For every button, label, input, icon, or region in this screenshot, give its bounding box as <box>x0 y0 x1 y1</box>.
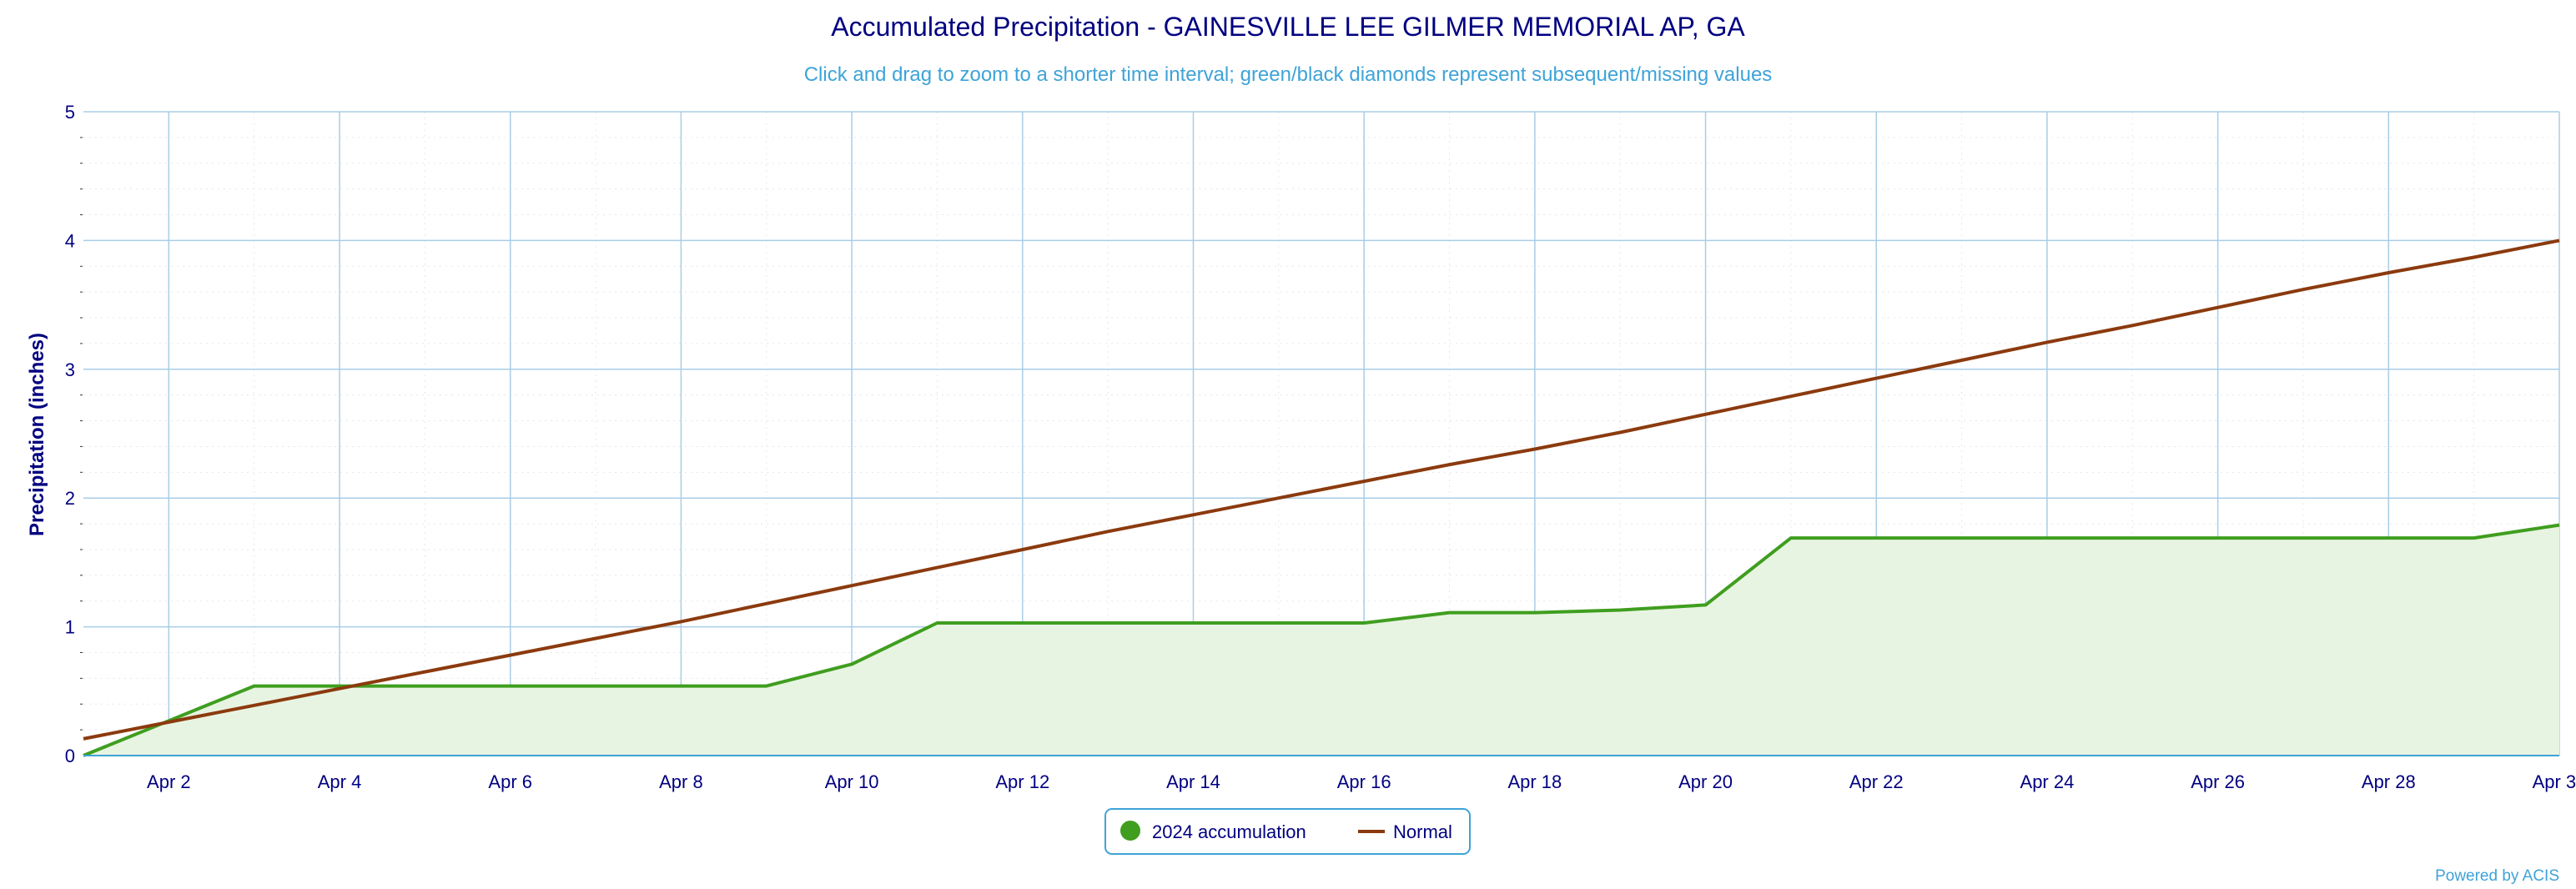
series-line-1 <box>83 239 2560 741</box>
y-tick-label: 1 <box>65 617 75 638</box>
series-lines <box>83 239 2560 757</box>
y-tick-label: 4 <box>65 230 75 251</box>
series-area-0 <box>83 525 2559 756</box>
y-tick-labels: 0 1 2 3 4 5 <box>65 102 75 766</box>
x-tick-label: Apr 4 <box>318 771 362 792</box>
y-tick-label: 0 <box>65 746 75 766</box>
legend-label-accumulation: 2024 accumulation <box>1152 821 1306 842</box>
legend-label-normal: Normal <box>1393 821 1452 842</box>
x-tick-label: Apr 26 <box>2191 771 2245 792</box>
chart-title: Accumulated Precipitation - GAINESVILLE … <box>831 12 1745 42</box>
y-tick-label: 2 <box>65 488 75 509</box>
legend[interactable]: 2024 accumulation Normal <box>1104 808 1471 855</box>
legend-swatch-accumulation <box>1120 821 1140 841</box>
x-tick-label: Apr 10 <box>825 771 879 792</box>
legend-box <box>1104 808 1471 855</box>
x-tick-label: Apr 8 <box>659 771 703 792</box>
x-tick-label: Apr 30 <box>2533 771 2576 792</box>
x-tick-label: Apr 14 <box>1166 771 1220 792</box>
x-tick-label: Apr 16 <box>1337 771 1391 792</box>
legend-item-accumulation[interactable]: 2024 accumulation <box>1120 821 1306 842</box>
x-tick-label: Apr 18 <box>1507 771 1562 792</box>
x-tick-label: Apr 12 <box>995 771 1049 792</box>
chart-subtitle: Click and drag to zoom to a shorter time… <box>804 63 1773 86</box>
minor-gridlines <box>80 112 2559 756</box>
y-tick-label: 5 <box>65 102 75 123</box>
x-tick-label: Apr 28 <box>2362 771 2416 792</box>
series-areas <box>83 525 2559 756</box>
legend-item-normal[interactable]: Normal <box>1358 821 1452 842</box>
x-tick-labels: Apr 2 Apr 4 Apr 6 Apr 8 Apr 10 Apr 12 Apr 14 Ap… <box>147 771 2576 792</box>
x-tick-label: Apr 2 <box>147 771 191 792</box>
x-tick-label: Apr 22 <box>1849 771 1904 792</box>
y-tick-label: 3 <box>65 359 75 380</box>
credit-link[interactable]: Powered by ACIS <box>2435 867 2559 885</box>
y-axis-label: Precipitation (inches) <box>26 333 48 536</box>
x-tick-label: Apr 24 <box>2020 771 2075 792</box>
x-tick-label: Apr 6 <box>488 771 532 792</box>
series-line-0 <box>83 523 2560 757</box>
x-tick-label: Apr 20 <box>1678 771 1733 792</box>
